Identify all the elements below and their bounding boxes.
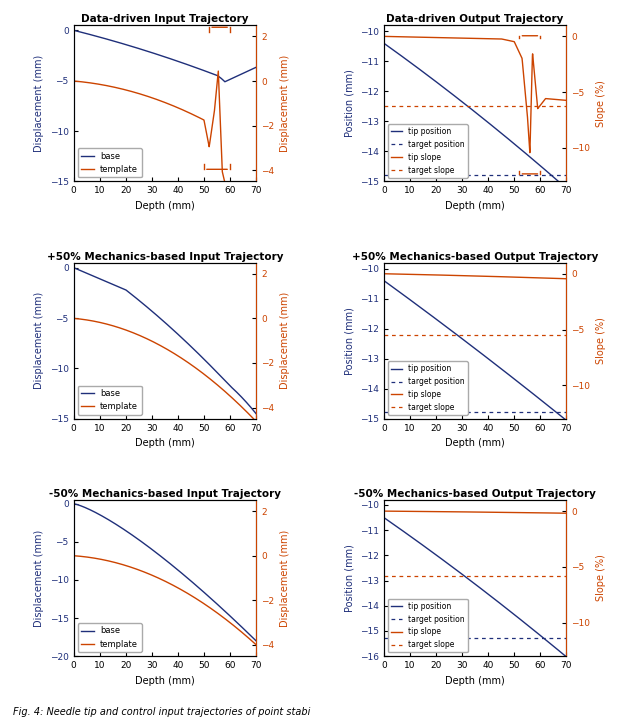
Legend: base, template: base, template [78,623,141,652]
X-axis label: Depth (mm): Depth (mm) [135,438,195,448]
Y-axis label: Displacement (mm): Displacement (mm) [34,55,44,152]
Legend: base, template: base, template [78,149,141,177]
Y-axis label: Position (mm): Position (mm) [344,69,355,137]
Y-axis label: Position (mm): Position (mm) [344,544,355,612]
X-axis label: Depth (mm): Depth (mm) [135,676,195,686]
Title: -50% Mechanics-based Input Trajectory: -50% Mechanics-based Input Trajectory [49,489,281,499]
X-axis label: Depth (mm): Depth (mm) [135,201,195,211]
Legend: tip position, target position, tip slope, target slope: tip position, target position, tip slope… [388,361,468,415]
X-axis label: Depth (mm): Depth (mm) [445,676,505,686]
Y-axis label: Slope (%): Slope (%) [596,554,606,601]
Title: Data-driven Input Trajectory: Data-driven Input Trajectory [81,14,248,25]
Text: Fig. 4: Needle tip and control input trajectories of point stabi: Fig. 4: Needle tip and control input tra… [13,707,310,717]
Legend: tip position, target position, tip slope, target slope: tip position, target position, tip slope… [388,124,468,177]
Y-axis label: Displacement (mm): Displacement (mm) [280,529,290,627]
Y-axis label: Displacement (mm): Displacement (mm) [34,292,44,389]
Y-axis label: Displacement (mm): Displacement (mm) [280,292,290,389]
Y-axis label: Slope (%): Slope (%) [596,317,606,364]
Y-axis label: Displacement (mm): Displacement (mm) [280,55,290,152]
Title: Data-driven Output Trajectory: Data-driven Output Trajectory [387,14,564,25]
Legend: base, template: base, template [78,386,141,415]
Y-axis label: Displacement (mm): Displacement (mm) [34,529,44,627]
Y-axis label: Slope (%): Slope (%) [596,80,606,127]
Title: +50% Mechanics-based Input Trajectory: +50% Mechanics-based Input Trajectory [47,252,283,262]
X-axis label: Depth (mm): Depth (mm) [445,201,505,211]
X-axis label: Depth (mm): Depth (mm) [445,438,505,448]
Title: -50% Mechanics-based Output Trajectory: -50% Mechanics-based Output Trajectory [354,489,596,499]
Y-axis label: Position (mm): Position (mm) [344,306,355,375]
Title: +50% Mechanics-based Output Trajectory: +50% Mechanics-based Output Trajectory [352,252,598,262]
Legend: tip position, target position, tip slope, target slope: tip position, target position, tip slope… [388,598,468,653]
